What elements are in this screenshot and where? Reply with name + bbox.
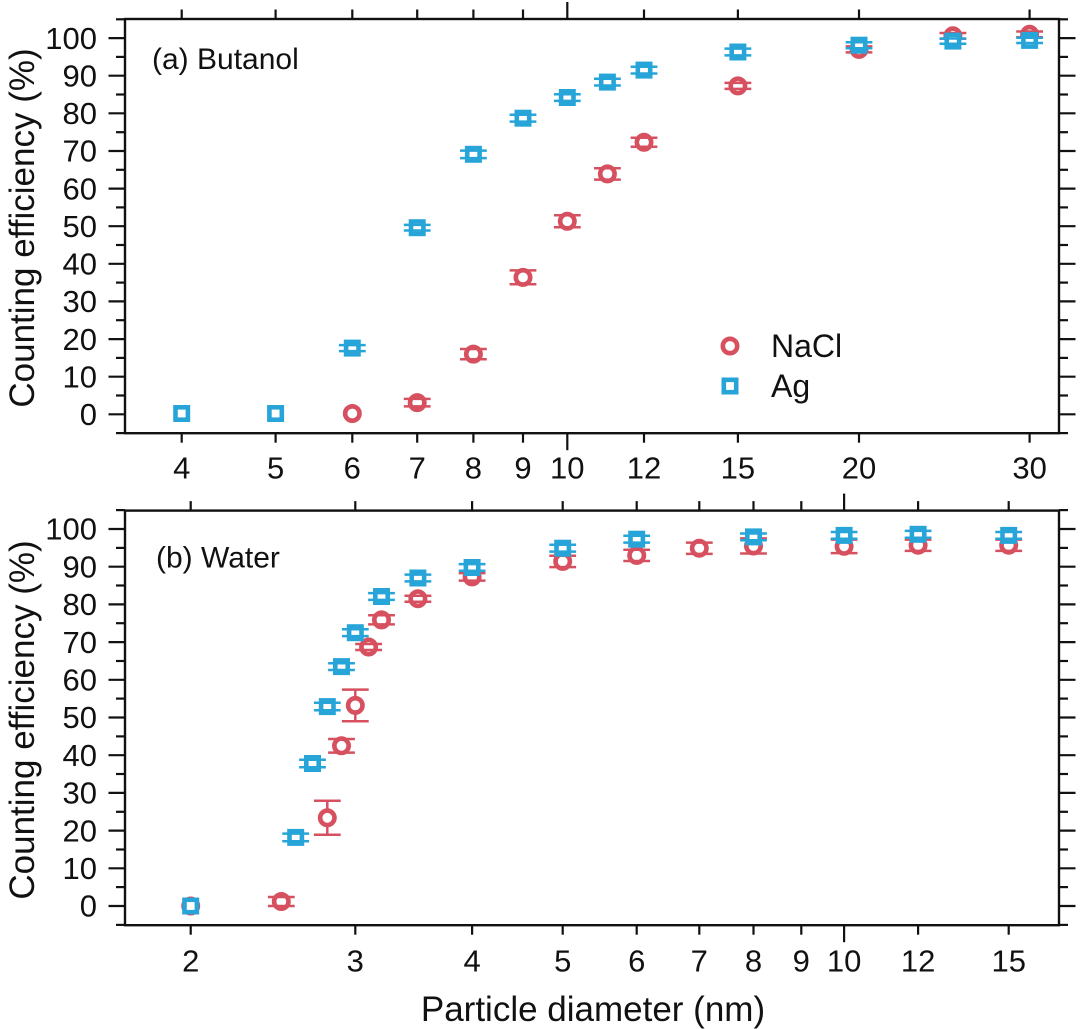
svg-text:15: 15: [991, 944, 1025, 979]
svg-text:50: 50: [63, 700, 97, 735]
svg-text:12: 12: [627, 451, 661, 486]
svg-text:70: 70: [63, 134, 97, 169]
svg-text:7: 7: [691, 944, 708, 979]
svg-text:NaCl: NaCl: [771, 328, 842, 364]
svg-text:10: 10: [827, 944, 861, 979]
svg-text:90: 90: [63, 549, 97, 584]
svg-text:15: 15: [721, 451, 755, 486]
svg-text:12: 12: [901, 944, 935, 979]
svg-text:(a) Butanol: (a) Butanol: [152, 43, 299, 76]
svg-text:60: 60: [63, 663, 97, 698]
svg-text:10: 10: [63, 359, 97, 394]
svg-text:30: 30: [1012, 451, 1046, 486]
svg-text:5: 5: [554, 944, 571, 979]
svg-text:6: 6: [628, 944, 645, 979]
svg-text:60: 60: [63, 171, 97, 206]
svg-text:8: 8: [465, 451, 482, 486]
svg-text:4: 4: [463, 944, 480, 979]
svg-text:80: 80: [63, 96, 97, 131]
svg-text:0: 0: [80, 397, 97, 432]
svg-text:40: 40: [63, 247, 97, 282]
svg-text:Ag: Ag: [771, 368, 810, 404]
svg-text:9: 9: [793, 944, 810, 979]
svg-text:80: 80: [63, 587, 97, 622]
svg-text:90: 90: [63, 58, 97, 93]
svg-text:3: 3: [347, 944, 364, 979]
svg-text:100: 100: [45, 512, 97, 547]
svg-text:2: 2: [182, 944, 199, 979]
svg-text:20: 20: [842, 451, 876, 486]
svg-text:100: 100: [45, 21, 97, 56]
svg-text:40: 40: [63, 738, 97, 773]
svg-text:4: 4: [173, 451, 190, 486]
svg-text:30: 30: [63, 284, 97, 319]
svg-text:5: 5: [267, 451, 284, 486]
svg-text:Counting efficiency (%): Counting efficiency (%): [3, 540, 42, 899]
svg-text:8: 8: [745, 944, 762, 979]
svg-text:20: 20: [63, 813, 97, 848]
svg-text:7: 7: [409, 451, 426, 486]
svg-text:10: 10: [550, 451, 584, 486]
svg-text:20: 20: [63, 322, 97, 357]
svg-text:9: 9: [514, 451, 531, 486]
svg-text:70: 70: [63, 625, 97, 660]
svg-text:10: 10: [63, 851, 97, 886]
svg-text:50: 50: [63, 209, 97, 244]
svg-text:6: 6: [344, 451, 361, 486]
svg-text:Particle diameter (nm): Particle diameter (nm): [421, 990, 765, 1029]
svg-text:0: 0: [80, 889, 97, 924]
svg-text:30: 30: [63, 776, 97, 811]
svg-text:Counting efficiency (%): Counting efficiency (%): [3, 48, 42, 407]
svg-text:(b) Water: (b) Water: [156, 542, 280, 575]
